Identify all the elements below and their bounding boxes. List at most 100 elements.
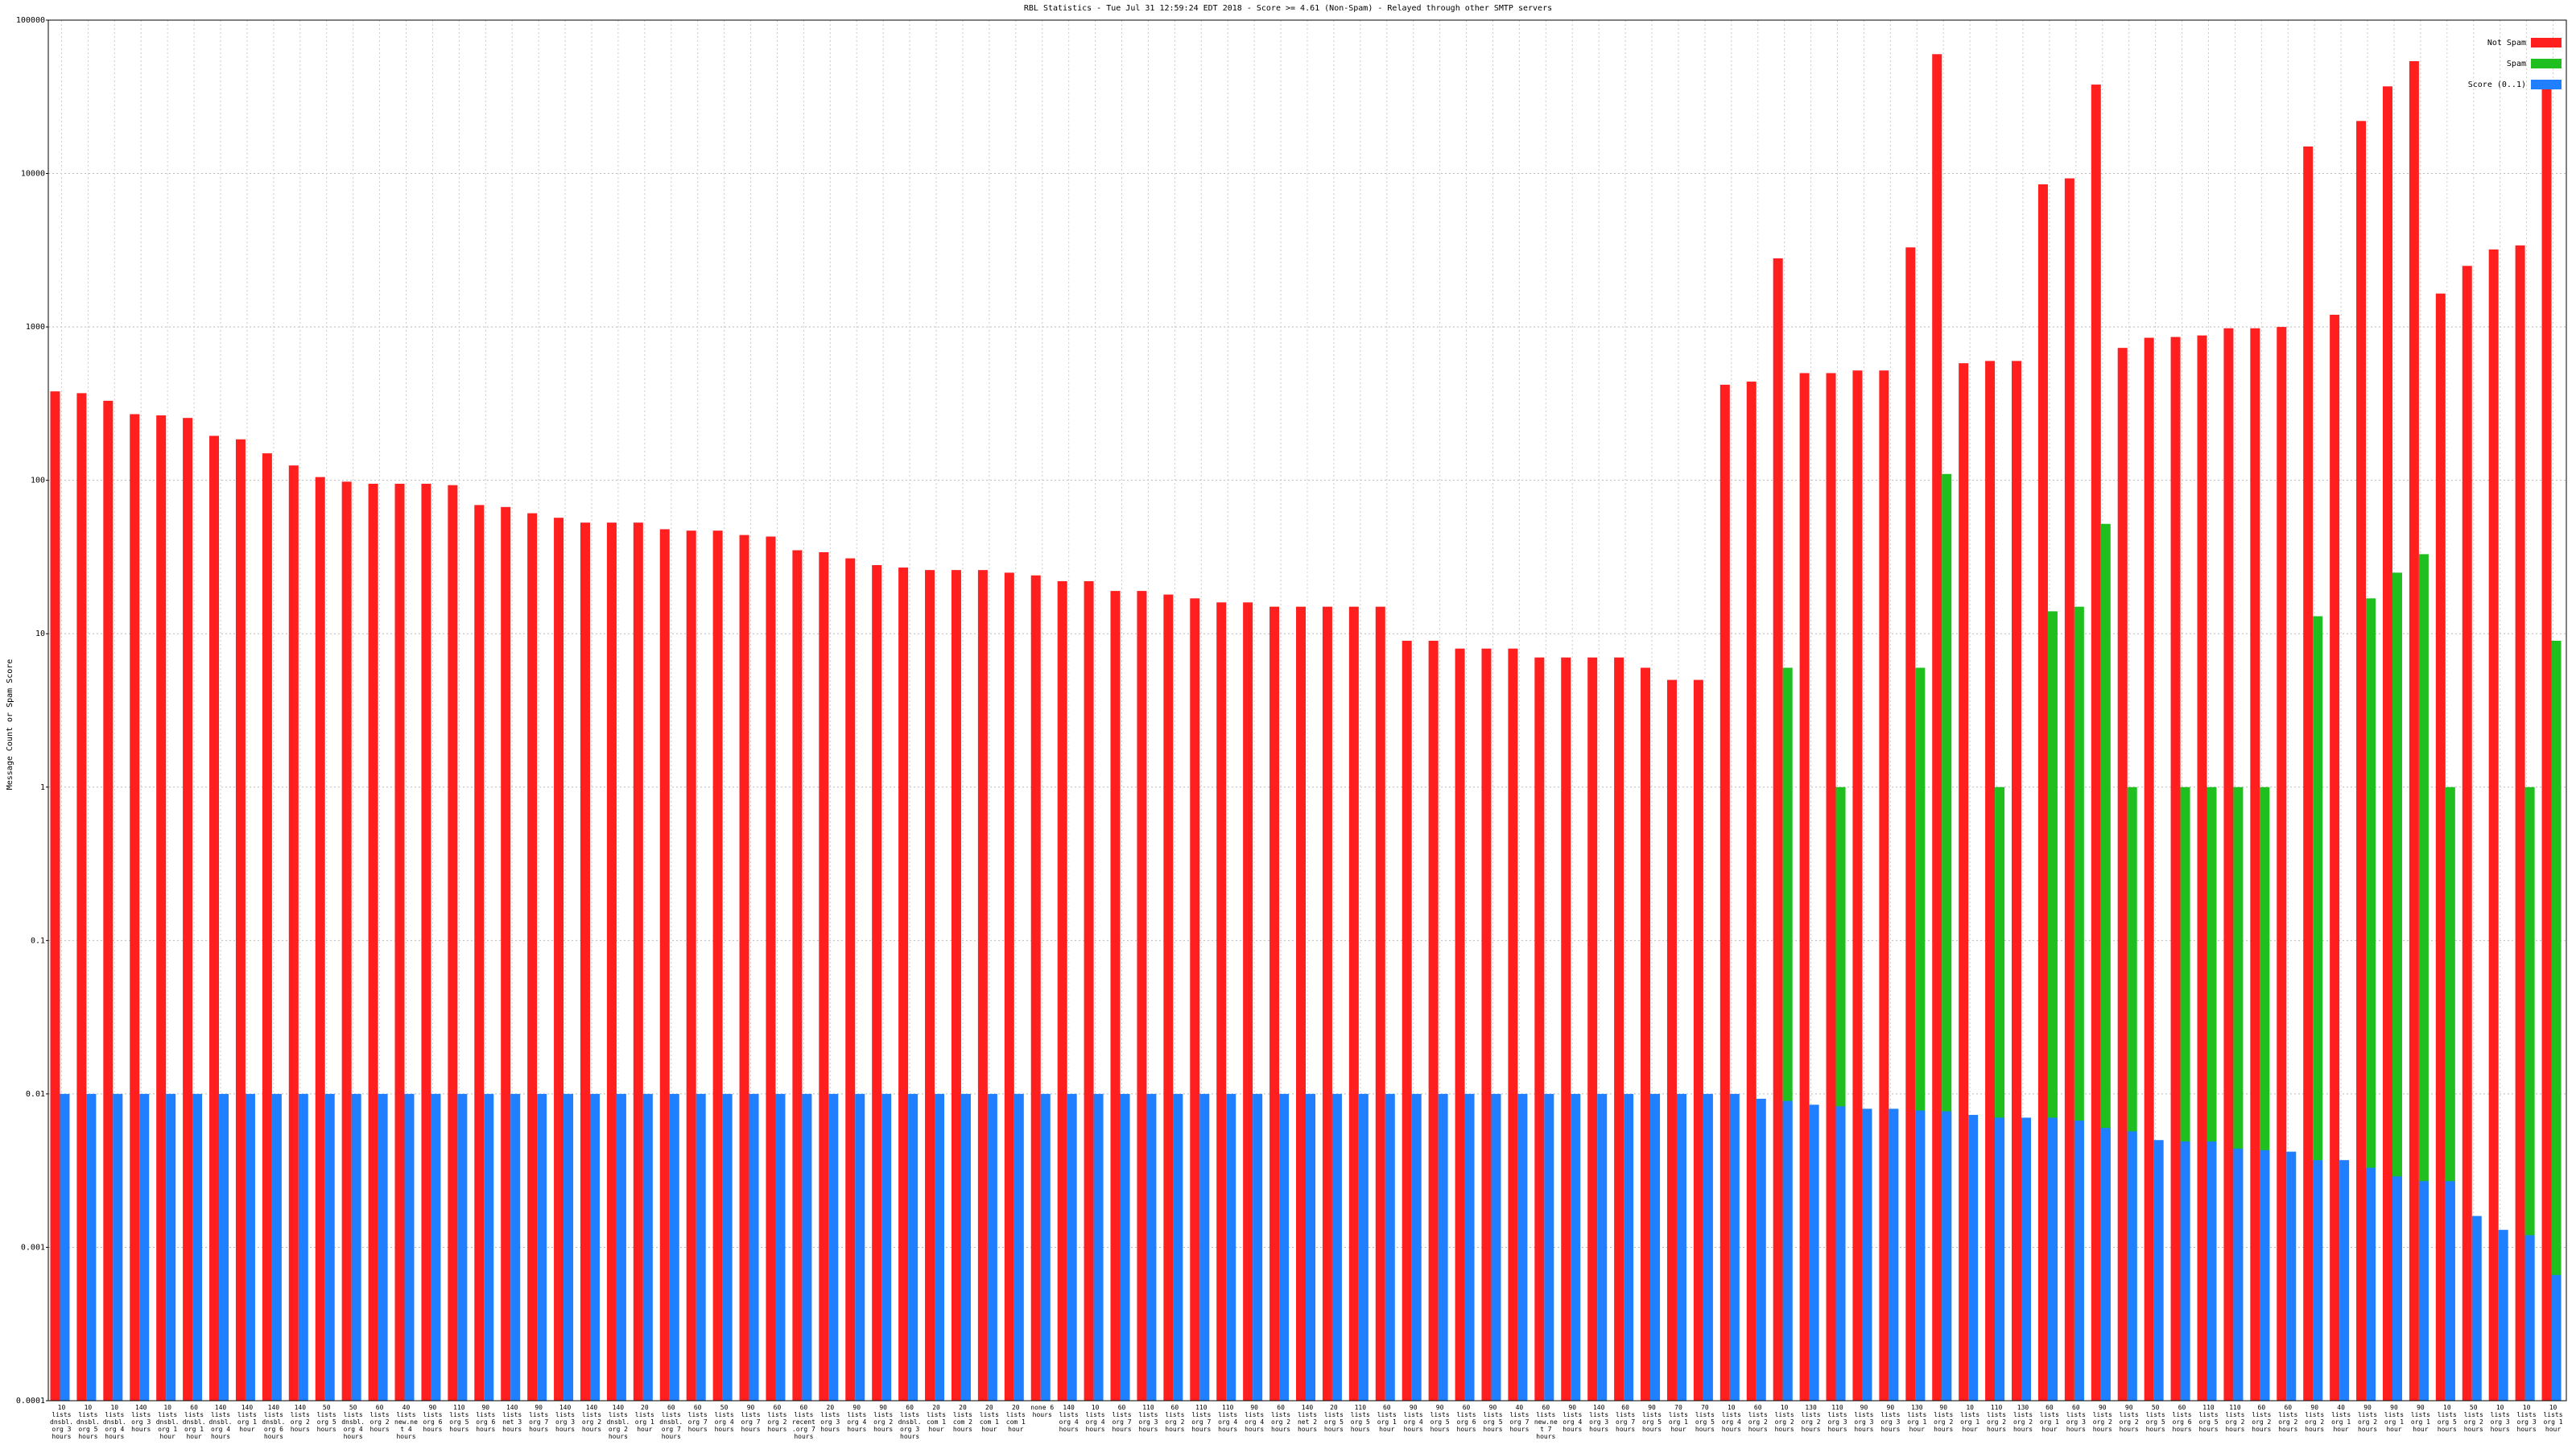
y-tick-label: 100000 (16, 16, 45, 25)
bar (1624, 1093, 1634, 1401)
bar (1243, 602, 1253, 1401)
bar (1322, 606, 1332, 1401)
bar (2409, 60, 2419, 1401)
bar (1985, 361, 1996, 1401)
bar (1190, 598, 1200, 1401)
x-tick-label: 60 lists org 2 hours (2252, 1404, 2272, 1433)
bar (2277, 327, 2287, 1402)
bar (580, 522, 590, 1401)
x-tick-label: 90 lists org 2 hours (2092, 1404, 2112, 1433)
x-tick-label: 110 lists org 2 hours (2225, 1404, 2245, 1433)
bar (166, 1093, 176, 1401)
x-tick-label: 20 lists com 1 hour (979, 1404, 999, 1433)
bar (1385, 1093, 1395, 1401)
bar (298, 1093, 308, 1401)
bar (1067, 1093, 1077, 1401)
bar (1746, 382, 1757, 1401)
y-tick-label: 1000 (26, 323, 45, 332)
x-tick-label: 90 lists org 7 hours (741, 1404, 761, 1433)
bar (2286, 1151, 2297, 1401)
bar (103, 400, 114, 1401)
bar (1199, 1093, 1210, 1401)
bar (802, 1093, 812, 1401)
bar (1561, 657, 1571, 1401)
bar (219, 1093, 229, 1401)
bar (1508, 648, 1518, 1401)
bar (1331, 1093, 1342, 1401)
bar (2233, 1148, 2244, 1401)
bar (130, 414, 140, 1401)
bar (712, 530, 723, 1401)
x-tick-label: 60 lists org 6 hours (2172, 1404, 2192, 1433)
bar (2303, 147, 2314, 1402)
x-tick-label: 60 lists dnsbl.org 3 hours (898, 1404, 922, 1440)
bar (766, 536, 776, 1402)
bar (1269, 606, 1280, 1401)
bar (1614, 657, 1624, 1401)
bar (749, 1093, 759, 1401)
x-tick-label: none 6 hours (1030, 1404, 1055, 1418)
bar (2250, 328, 2260, 1402)
bar (183, 418, 193, 1401)
y-axis-label: Message Count or Spam Score (6, 659, 14, 791)
x-tick-label: 110 lists org 5 hours (1350, 1404, 1370, 1433)
bar (76, 393, 87, 1401)
bar (60, 1093, 70, 1401)
bar (1084, 580, 1094, 1401)
x-tick-label: 50 lists org 5 hours (316, 1404, 336, 1433)
x-tick-label: 140 lists org 3 hours (1589, 1404, 1609, 1433)
bar (606, 522, 617, 1401)
bar (1093, 1093, 1104, 1401)
x-tick-label: 90 lists org 6 hours (476, 1404, 496, 1433)
bar (2117, 348, 2128, 1401)
bar (245, 1093, 255, 1401)
bar (2144, 337, 2154, 1401)
bar (457, 1093, 468, 1401)
x-tick-label: 60 lists org 1 hour (1377, 1404, 1397, 1433)
bar (1057, 580, 1067, 1401)
bar (1571, 1093, 1581, 1401)
x-tick-label: 140 lists org 1 hour (237, 1404, 257, 1433)
bar (1226, 1093, 1236, 1401)
x-tick-label: 40 lists org 7 hours (1509, 1404, 1530, 1433)
x-tick-label: 60 lists org 7 hours (1112, 1404, 1132, 1433)
legend-swatch (2531, 38, 2562, 47)
x-tick-label: 90 lists org 7 hours (529, 1404, 549, 1433)
x-tick-label: 140 lists org 2 hours (581, 1404, 602, 1433)
bar (510, 1093, 521, 1401)
bar (192, 1093, 203, 1401)
bar (554, 518, 564, 1402)
x-tick-label: 10 lists dnsbl.org 3 hours (50, 1404, 73, 1440)
x-tick-label: 40 lists org 1 hour (2331, 1404, 2351, 1433)
bar (1296, 606, 1306, 1401)
bar (696, 1093, 706, 1401)
bar (872, 565, 882, 1401)
bar (537, 1093, 547, 1401)
x-tick-label: 50 lists dnsbl.org 4 hours (341, 1404, 365, 1440)
x-tick-label: 90 lists org 4 hours (1563, 1404, 1583, 1433)
x-tick-label: 140 lists org 4 hours (1059, 1404, 1079, 1433)
bar (1879, 370, 1889, 1401)
bar (1835, 1106, 1846, 1401)
bar (1004, 572, 1014, 1401)
bar (1905, 247, 1916, 1401)
x-tick-label: 10 lists org 4 hours (1085, 1404, 1105, 1433)
bar (474, 505, 485, 1401)
bar (659, 529, 670, 1401)
x-tick-label: 90 lists org 2 hours (2305, 1404, 2325, 1433)
x-tick-label: 90 lists org 2 hours (2119, 1404, 2139, 1433)
bar (2471, 1216, 2482, 1401)
x-tick-label: 60 lists dnsbl.org 1 hour (182, 1404, 206, 1440)
bar (2153, 1140, 2164, 1401)
bar (368, 483, 378, 1401)
legend-label: Score (0..1) (2468, 80, 2526, 89)
bar (1641, 667, 1651, 1401)
bar (792, 550, 803, 1401)
x-tick-label: 70 lists org 5 hours (1695, 1404, 1715, 1433)
bar (271, 1093, 282, 1401)
x-tick-label: 60 lists recent.org 7 hours (791, 1404, 815, 1440)
bar (156, 415, 167, 1401)
bar (1693, 679, 1703, 1401)
bar (1676, 1093, 1686, 1401)
x-tick-label: 60 lists org 7 hours (687, 1404, 708, 1433)
